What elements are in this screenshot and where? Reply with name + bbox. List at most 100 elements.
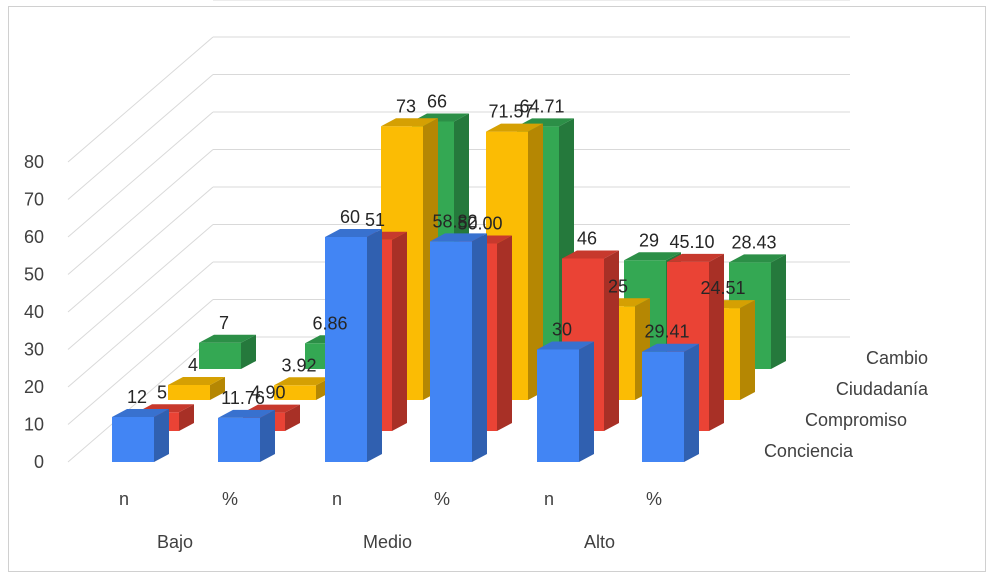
bar-conciencia-4 [537, 341, 594, 462]
bar-side [285, 404, 300, 431]
bar-top [112, 409, 169, 417]
gridline-diag-60 [67, 111, 214, 238]
bar-side [367, 229, 382, 462]
bar-front [325, 237, 367, 462]
y-tick-label: 80 [24, 152, 44, 172]
bar-top [562, 250, 619, 259]
gridline-diag-30 [67, 224, 214, 350]
x-category-label: % [434, 489, 450, 509]
bar-side [528, 123, 543, 401]
bar-top [642, 343, 699, 352]
series-label-conciencia: Conciencia [764, 441, 854, 461]
y-tick-label: 20 [24, 377, 44, 397]
data-label: 4 [188, 355, 198, 375]
bar-top [537, 341, 594, 350]
data-label: 64.71 [519, 96, 564, 116]
data-label: 24.51 [700, 278, 745, 298]
bar-conciencia-2 [325, 229, 382, 462]
x-category-label: % [646, 489, 662, 509]
bar-side [604, 250, 619, 431]
data-label: 29.41 [644, 322, 689, 342]
x-category-label: n [332, 489, 342, 509]
data-label: 45.10 [669, 232, 714, 252]
bar-top [729, 254, 786, 263]
data-label: 60 [340, 207, 360, 227]
data-label: 58.82 [432, 211, 477, 231]
bar-conciencia-5 [642, 343, 699, 462]
x-category-label: n [544, 489, 554, 509]
gridline-diag-0 [67, 336, 214, 463]
bar-conciencia-1 [218, 409, 275, 462]
data-label: 25 [608, 276, 628, 296]
x-category-label: % [222, 489, 238, 509]
x-group-label: Medio [363, 532, 412, 552]
bar-front [642, 351, 684, 462]
bar-side [740, 300, 755, 400]
data-label: 11.76 [221, 388, 265, 408]
bar-front [199, 342, 241, 369]
data-label: 6.86 [312, 313, 347, 333]
y-tick-label: 0 [34, 452, 44, 472]
y-tick-label: 60 [24, 227, 44, 247]
data-label: 4.90 [250, 383, 285, 403]
data-label: 30 [552, 320, 572, 340]
y-tick-label: 40 [24, 302, 44, 322]
series-conciencia [112, 229, 699, 462]
gridline-diag-80 [67, 36, 214, 163]
bar-top [325, 229, 382, 237]
bar-top [199, 334, 256, 343]
bar-side [179, 404, 194, 431]
bar-side [771, 254, 786, 369]
bar-front [168, 385, 210, 400]
data-label: 46 [577, 229, 597, 249]
bar-top [274, 377, 331, 386]
bar-top [218, 409, 275, 418]
bar-ciudadanía-0 [168, 377, 225, 400]
gridline-diag-40 [67, 186, 214, 313]
gridline-diag-20 [67, 261, 214, 388]
series-label-cambio: Cambio [866, 348, 928, 368]
bar-front [537, 349, 579, 462]
bar-side [392, 231, 407, 431]
data-label: 28.43 [731, 232, 776, 252]
data-label: 73 [396, 96, 416, 116]
bar-top [430, 233, 487, 242]
bar-front [430, 241, 472, 462]
data-label: 71.57 [488, 102, 533, 122]
y-tick-label: 50 [24, 265, 44, 285]
data-label: 3.92 [281, 355, 316, 375]
bar-side [472, 233, 487, 462]
bar-top [624, 252, 681, 261]
y-tick-label: 70 [24, 190, 44, 210]
y-axis-ticks: 0 10 20 30 40 50 60 70 80 [24, 152, 44, 472]
bar-side [579, 341, 594, 462]
bar-side [684, 343, 699, 462]
x-axis-categories: n% n% n% [119, 489, 662, 509]
series-axis-labels: Conciencia Compromiso Ciudadanía Cambio [764, 348, 929, 461]
bar-top [168, 377, 225, 385]
data-label: 12 [127, 387, 147, 407]
gridline-diag-10 [67, 299, 214, 425]
bar-conciencia-3 [430, 233, 487, 462]
data-labels: 7 6.86 66 64.71 29 28.43 4 3.92 73 71.57 25 24.51 5 4… [127, 92, 777, 408]
x-axis-groups: Bajo Medio Alto [157, 532, 615, 552]
bar-side [210, 377, 225, 400]
bar-front [218, 417, 260, 462]
data-label: 29 [639, 230, 659, 250]
bar-side [241, 334, 256, 369]
bar-top [667, 253, 724, 262]
x-group-label: Bajo [157, 532, 193, 552]
bar-conciencia-0 [112, 409, 169, 462]
gridline-diag-50 [67, 149, 214, 275]
data-label: 51 [365, 210, 385, 230]
bar-front [112, 417, 154, 462]
bar-side [709, 253, 724, 431]
gridline-diag-70 [67, 74, 214, 200]
y-tick-label: 10 [24, 415, 44, 435]
series-label-compromiso: Compromiso [805, 410, 907, 430]
bar-side [260, 409, 275, 462]
bar-top [486, 123, 543, 132]
bar-front [274, 385, 316, 400]
bar-cambio-0 [199, 334, 256, 369]
